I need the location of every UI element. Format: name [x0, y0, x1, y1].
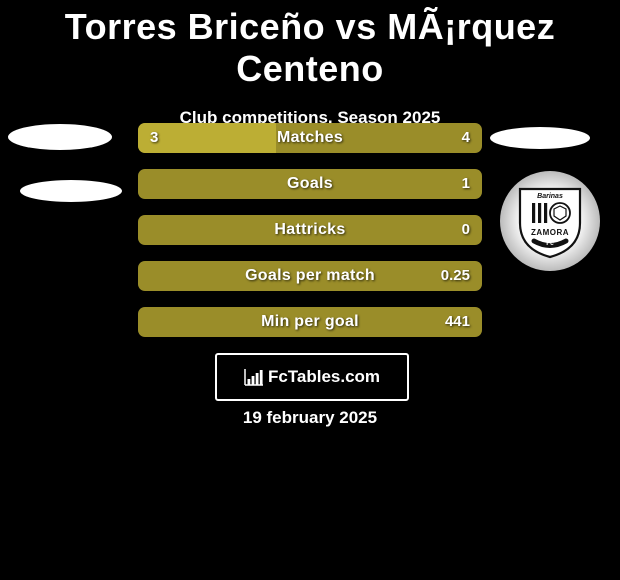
stat-bar-right-value: 4	[462, 123, 470, 153]
badge-stripes-icon	[532, 203, 547, 223]
stat-bar-row: 3Matches4	[138, 123, 482, 153]
stat-bar-right-value: 0	[462, 215, 470, 245]
date-line: 19 february 2025	[0, 408, 620, 428]
svg-text:Fc: Fc	[546, 240, 554, 247]
brand-label: FcTables.com	[268, 367, 380, 387]
badge-top-label: Barinas	[537, 193, 563, 200]
stat-bar-label: Goals per match	[138, 261, 482, 291]
stat-bar-right-value: 441	[445, 307, 470, 337]
stat-bar-label: Min per goal	[138, 307, 482, 337]
stat-bar-label: Matches	[138, 123, 482, 153]
stat-bar-right-value: 1	[462, 169, 470, 199]
player-left-avatar-placeholder	[8, 124, 112, 150]
zamora-badge-icon: Barinas ZAMORA Fc	[510, 181, 590, 261]
page-title: Torres Briceño vs MÃ¡rquez Centeno	[0, 0, 620, 90]
player-right-avatar-placeholder	[490, 127, 590, 149]
brand-box[interactable]: FcTables.com	[215, 353, 409, 401]
comparison-infographic: Torres Briceño vs MÃ¡rquez Centeno Club …	[0, 0, 620, 580]
stat-bar-label: Goals	[138, 169, 482, 199]
stat-bar-label: Hattricks	[138, 215, 482, 245]
team-left-badge-placeholder	[20, 180, 122, 202]
stat-bar-row: Hattricks0	[138, 215, 482, 245]
stat-bar-right-value: 0.25	[441, 261, 470, 291]
badge-center-label: ZAMORA	[531, 228, 569, 237]
stat-bars: 3Matches4 Goals1 Hattricks0 Goals per match…	[138, 123, 482, 353]
team-right-badge: Barinas ZAMORA Fc	[500, 171, 600, 271]
stat-bar-row: Min per goal441	[138, 307, 482, 337]
stat-bar-row: Goals per match0.25	[138, 261, 482, 291]
bar-chart-icon	[244, 368, 264, 386]
stat-bar-row: Goals1	[138, 169, 482, 199]
